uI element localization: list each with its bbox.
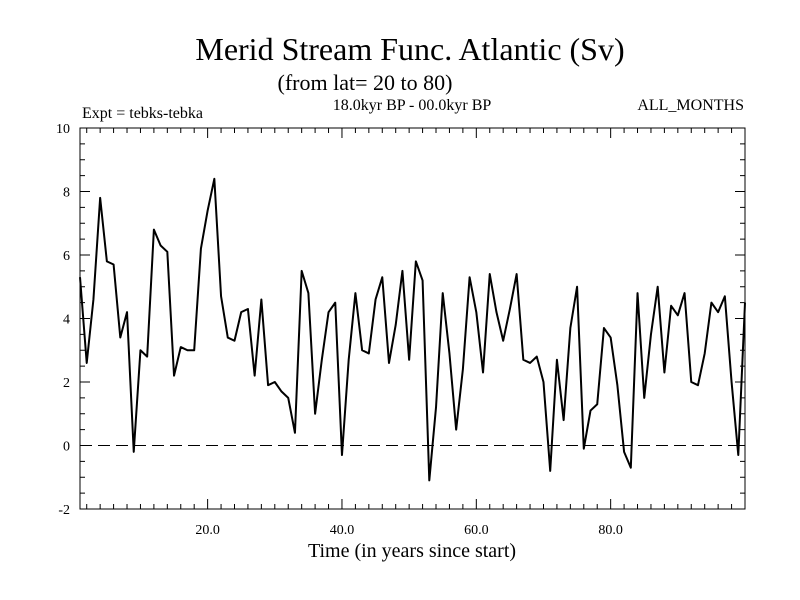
y-tick-label: 0: [63, 440, 70, 455]
y-tick-label: 6: [63, 249, 70, 264]
y-tick-label: 2: [63, 376, 70, 391]
plot-frame: [79, 127, 746, 510]
y-tick-label: -2: [58, 503, 70, 518]
y-tick-label: 10: [56, 122, 70, 137]
x-tick-label: 40.0: [330, 523, 355, 538]
months-label: ALL_MONTHS: [637, 97, 744, 114]
experiment-label: Expt = tebks-tebka: [82, 105, 203, 122]
x-tick-label: 80.0: [598, 523, 623, 538]
chart-subtitle: (from lat= 20 to 80): [278, 70, 453, 95]
x-tick-label: 60.0: [464, 523, 489, 538]
series-line: [79, 177, 746, 482]
x-axis-title: Time (in years since start): [308, 540, 516, 562]
chart-title: Merid Stream Func. Atlantic (Sv): [195, 31, 624, 67]
x-tick-label: 20.0: [195, 523, 220, 538]
y-tick-label: 8: [63, 186, 70, 201]
y-tick-label: 4: [63, 313, 70, 328]
period-label: 18.0kyr BP - 00.0kyr BP: [333, 97, 492, 114]
tick-labels: -2 0 2 4 6 8 10 20.0 40.0 60.0 80.0: [56, 122, 623, 538]
